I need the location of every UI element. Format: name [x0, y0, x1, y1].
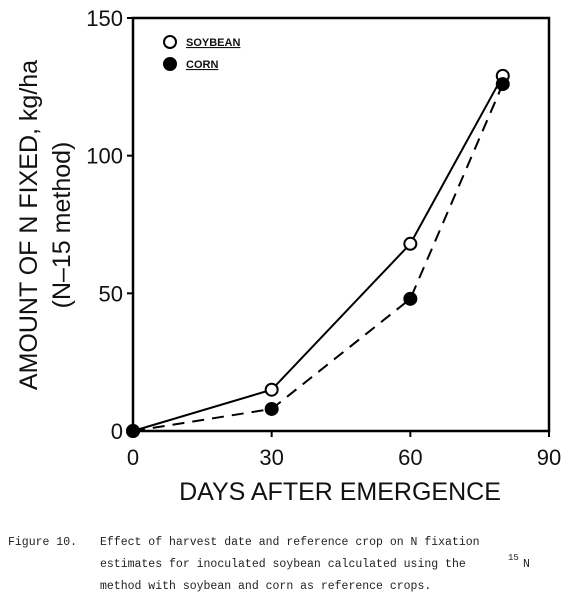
caption-label: Figure 10.: [8, 536, 77, 549]
y-tick-label: 150: [86, 6, 123, 31]
marker: [264, 382, 279, 397]
legend-label: SOYBEAN: [186, 37, 240, 49]
caption-superscript: 15: [508, 553, 519, 563]
y-tick-label: 100: [86, 144, 123, 169]
series-line: [132, 75, 504, 432]
marker: [495, 77, 510, 92]
marker: [264, 401, 279, 416]
marker: [126, 424, 140, 438]
x-axis-label: DAYS AFTER EMERGENCE: [179, 478, 501, 506]
legend-marker: [163, 35, 177, 49]
caption-text: Effect of harvest date and reference cro…: [100, 536, 480, 549]
legend-marker: [163, 57, 177, 71]
legend-label: CORN: [186, 59, 218, 71]
marker: [403, 236, 418, 251]
y-axis-label: (N–15 method): [48, 142, 76, 309]
marker: [403, 291, 418, 306]
caption-text: N: [523, 558, 530, 571]
y-tick-label: 0: [111, 419, 123, 444]
x-tick-label: 0: [127, 445, 139, 470]
x-tick-label: 90: [537, 445, 561, 470]
series-line: [132, 83, 504, 432]
plot-frame: [131, 16, 551, 433]
y-axis-label: AMOUNT OF N FIXED, kg/ha: [15, 60, 43, 390]
y-tick-label: 50: [99, 281, 123, 306]
x-tick-label: 30: [259, 445, 283, 470]
x-tick-label: 60: [398, 445, 422, 470]
caption-text: method with soybean and corn as referenc…: [100, 580, 431, 593]
caption-text: estimates for inoculated soybean calcula…: [100, 558, 466, 571]
